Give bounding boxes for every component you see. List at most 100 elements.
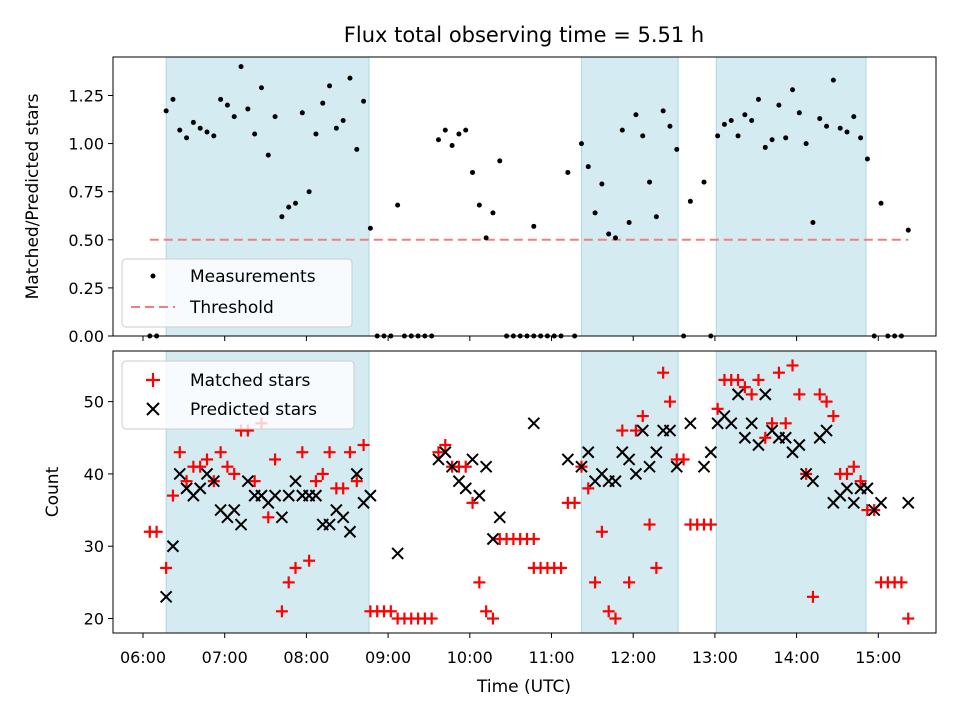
legend-threshold-label: Threshold	[189, 298, 274, 318]
legend-matched-label: Matched stars	[190, 371, 310, 391]
predicted-star-point	[629, 467, 643, 481]
predicted-star-point	[684, 417, 697, 430]
observation-window-top	[580, 56, 679, 337]
predicted-star-markers	[159, 388, 915, 604]
predicted-star-point	[466, 453, 479, 466]
matched-star-point	[663, 395, 676, 408]
matched-star-point	[582, 482, 595, 495]
measurement-point	[864, 156, 870, 162]
count-x-tick-label: 10:00	[447, 648, 493, 667]
measurement-point	[878, 200, 884, 206]
matched-star-point	[629, 424, 642, 437]
matched-star-point	[180, 475, 193, 488]
measurement-point	[640, 133, 646, 139]
measurement-point	[633, 112, 639, 118]
predicted-star-point	[840, 482, 854, 495]
matched-star-point	[303, 554, 316, 567]
matched-star-point	[616, 424, 629, 437]
matched-star-point	[711, 402, 724, 415]
ratio-plot-frame	[112, 56, 937, 337]
matched-star-point	[902, 612, 915, 625]
matched-star-point	[459, 460, 472, 473]
matched-star-point	[384, 605, 397, 618]
predicted-star-point	[636, 424, 649, 437]
count-panel: 20 30 40 50 06:00 07:00 08:00 09:00 10:00 11:00 1…	[43, 350, 937, 697]
matched-star-point	[650, 561, 663, 574]
measurement-point	[327, 83, 333, 89]
matched-star-point	[840, 467, 853, 480]
matched-star-point	[752, 373, 765, 386]
measurement-point	[749, 117, 755, 123]
predicted-star-point	[173, 467, 186, 481]
measurement-point	[218, 96, 224, 102]
predicted-star-point	[575, 460, 588, 473]
measurement-point	[619, 127, 625, 133]
measurement-point	[790, 87, 796, 93]
measurement-point	[490, 210, 496, 216]
ratio-y-tick-label: 1.25	[68, 86, 104, 105]
measurement-point	[293, 200, 299, 206]
ratio-y-ticks: 0.00 0.25 0.50 0.75 1.00 1.25	[68, 86, 113, 346]
ratio-y-tick-label: 0.00	[68, 327, 104, 346]
predicted-star-point	[725, 417, 738, 430]
measurement-point	[592, 210, 598, 216]
measurement-point	[653, 214, 659, 220]
matched-star-point	[480, 605, 493, 618]
matched-star-point	[643, 518, 656, 531]
matched-star-point	[827, 410, 840, 423]
measurement-point	[224, 102, 230, 108]
measurement-point	[483, 235, 489, 241]
measurement-point	[476, 202, 482, 208]
predicted-star-point	[282, 489, 295, 502]
measurement-point	[238, 64, 244, 70]
measurement-point	[796, 110, 802, 116]
matched-star-point	[343, 446, 356, 459]
predicted-star-point	[207, 474, 221, 488]
predicted-star-point	[731, 388, 745, 401]
measurement-point	[320, 100, 326, 106]
legend-predicted-label: Predicted stars	[190, 400, 317, 420]
predicted-star-point	[479, 460, 493, 473]
measurement-point	[612, 235, 618, 241]
matched-star-point	[439, 439, 452, 451]
measurement-point	[585, 164, 591, 170]
ratio-y-tick-label: 0.25	[68, 279, 104, 298]
matched-star-point	[779, 417, 792, 430]
predicted-star-point	[670, 460, 683, 473]
predicted-star-point	[609, 474, 622, 488]
measurement-point	[660, 108, 666, 114]
measurement-point	[803, 141, 809, 147]
predicted-star-point	[874, 496, 888, 510]
predicted-star-point	[622, 453, 636, 466]
ratio-y-tick-label: 1.00	[68, 135, 104, 154]
matched-star-point	[262, 511, 275, 524]
predicted-star-point	[663, 424, 677, 437]
predicted-star-point	[241, 474, 255, 488]
measurement-point	[395, 202, 401, 208]
measurement-point	[163, 108, 169, 114]
predicted-star-point	[323, 518, 336, 531]
matched-star-point	[704, 518, 717, 531]
predicted-star-point	[343, 525, 357, 538]
ratio-legend: Measurements Threshold	[121, 258, 353, 328]
legend-predicted-marker	[146, 402, 160, 416]
measurement-point	[497, 158, 503, 164]
measurement-point	[769, 137, 775, 143]
predicted-star-point	[902, 496, 915, 510]
predicted-star-point	[527, 417, 541, 430]
measurement-point	[728, 117, 734, 123]
predicted-star-point	[847, 496, 860, 510]
predicted-star-point	[473, 489, 486, 502]
matched-star-point	[357, 439, 370, 451]
matched-star-point	[786, 359, 799, 372]
measurement-points	[147, 64, 911, 339]
matched-star-point	[813, 388, 826, 401]
matched-star-point	[316, 467, 329, 480]
matched-star-point	[473, 576, 486, 589]
measurement-point	[340, 117, 346, 123]
matched-star-point	[657, 366, 670, 379]
count-x-tick-label: 13:00	[692, 648, 738, 667]
measurement-point	[258, 85, 264, 91]
matched-star-point	[160, 561, 173, 574]
